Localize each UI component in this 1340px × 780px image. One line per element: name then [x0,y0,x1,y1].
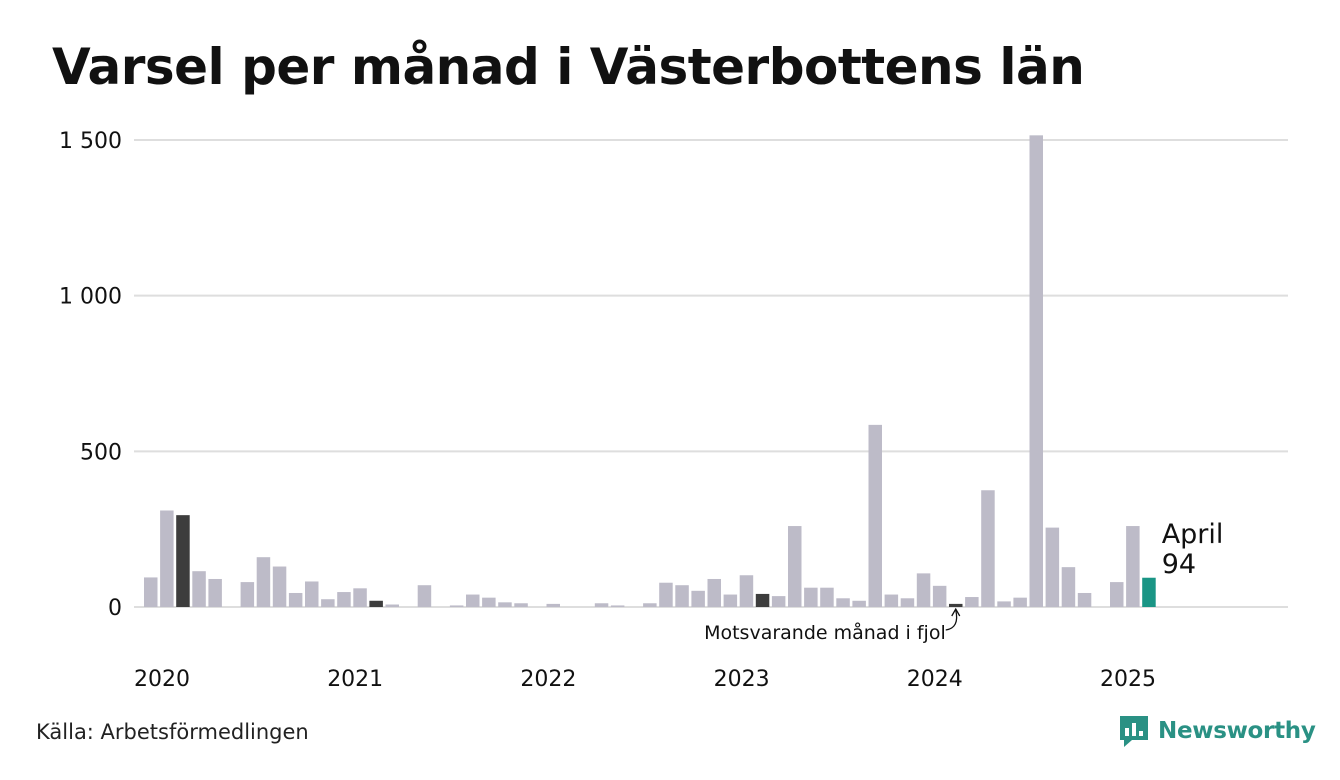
bar [659,582,673,607]
y-tick-label: 1 000 [59,285,122,310]
bar [192,571,206,607]
bar [868,424,882,607]
bar [804,587,818,607]
x-tick-label: 2024 [907,667,963,692]
latest-month-label: April [1162,519,1224,550]
bar [836,598,850,607]
gridlines [134,139,1288,608]
bar [755,593,770,607]
bar [176,515,190,607]
bar [1126,526,1140,607]
bar [916,573,931,607]
newsworthy-logo-icon [1120,716,1148,747]
bar [691,590,705,607]
bar [369,600,383,607]
bar [723,594,738,607]
bar [1142,577,1156,607]
bar [514,603,528,607]
bar [160,510,174,607]
brand-logo: Newsworthy [1118,714,1316,748]
bar [208,578,222,607]
bar [417,585,432,607]
bar [353,588,367,607]
bar [675,585,689,607]
bar [900,598,915,607]
bar [1077,592,1092,607]
bar [546,603,560,607]
bars [144,135,1156,607]
x-tick-label: 2022 [520,667,576,692]
x-tick-label: 2020 [134,667,190,692]
bar [997,601,1011,607]
bar [1061,567,1076,607]
bar [852,600,866,607]
x-tick-label: 2025 [1100,667,1156,692]
bar [256,557,271,607]
same-month-annotation: Motsvarande månad i fjol [704,621,946,644]
source-note: Källa: Arbetsförmedlingen [36,720,309,744]
brand-name: Newsworthy [1158,718,1316,744]
bar [643,603,657,607]
bar [788,526,802,607]
bar [144,577,158,607]
x-tick-label: 2023 [714,667,770,692]
bar [594,603,609,607]
bar [820,587,834,607]
bar [1013,597,1027,607]
bar [337,592,351,607]
annotation-arrow [945,609,958,631]
bar [240,582,255,607]
annotation-arrowhead [951,607,961,617]
bar [385,604,399,607]
bar [321,599,335,607]
y-tick-label: 0 [108,596,122,621]
bar [449,605,464,607]
y-tick-label: 500 [80,440,122,465]
bar [884,594,899,607]
bar [610,605,625,607]
bar [305,581,319,607]
bar [981,490,995,607]
bar [739,575,754,607]
bar [1029,135,1043,607]
bar [707,578,721,607]
bar [466,594,480,607]
bar [272,566,287,607]
latest-value-label: 94 [1162,549,1196,580]
bar [288,592,303,607]
bar [1045,527,1060,607]
bar [965,597,979,607]
bar [949,603,963,607]
bar [482,597,496,607]
y-axis-labels: 0 500 1 000 1 500 [59,129,122,621]
bar [1110,582,1124,607]
chart-title: Varsel per månad i Västerbottens län [52,38,1085,96]
x-axis-labels: 2020 2021 2022 2023 2024 2025 [134,667,1156,692]
bar [771,596,786,607]
x-tick-label: 2021 [327,667,383,692]
bar [498,602,512,607]
y-tick-label: 1 500 [59,129,122,154]
bar [932,585,947,607]
